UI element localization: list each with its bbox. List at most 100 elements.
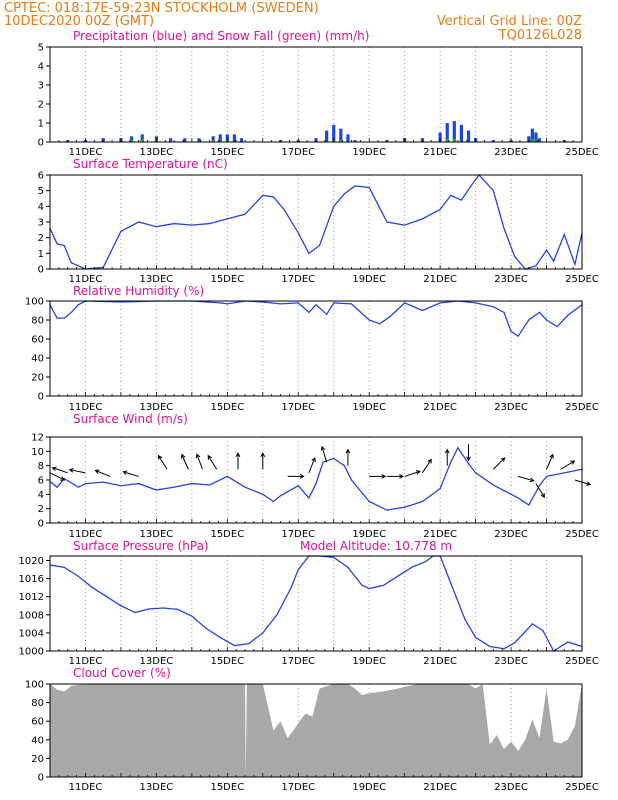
pressure-point [396,575,399,577]
pressure-xtick-label: 17DEC [281,656,315,667]
temperature-point [226,218,228,220]
wind-arrow-shaft [69,469,86,474]
temperature-panel: 0 1 2 3 4 5 6 11DEC 13DEC 15DEC 17DEC 19DEC 21DEC 23D… [38,157,599,285]
pressure-ytick-label: 1000 [19,647,44,658]
wind-point [343,465,345,467]
humidity-point [492,306,494,308]
precipitation-bar [168,138,173,142]
pressure-ytick-label: 1012 [19,592,44,603]
wind-arrow-head [466,456,471,462]
precipitation-ytick-label: 1 [38,119,44,130]
precipitation-bar [527,136,531,142]
temperature-xtick-label: 17DEC [281,274,315,285]
temperature-xtick-label: 13DEC [140,274,174,285]
wind-arrow [260,452,266,470]
precipitation-bar [239,138,244,142]
wind-arrow [195,453,203,470]
temperature-xtick-label: 15DEC [210,274,244,285]
wind-point [333,457,335,460]
wind-arrow-head [529,477,535,483]
precipitation-bar [459,124,464,142]
humidity-point [379,323,381,325]
wind-arrow-shaft [560,460,575,470]
humidity-point [538,311,541,313]
wind-point [155,489,157,491]
wind-arrow-head [235,452,241,457]
precipitation-bar [232,134,237,142]
precipitation-ytick-label: 0 [38,138,44,149]
wind-point [322,461,324,463]
wind-ytick-label: 6 [38,476,44,487]
wind-arrow-head [122,470,128,476]
pressure-point [177,608,179,610]
temperature-point [450,194,452,196]
temperature-point [333,205,335,207]
wind-arrow-shaft [535,483,545,498]
wind-point [404,506,406,508]
cloud-cover-ytick-label: 20 [31,754,44,765]
temperature-point [63,244,65,247]
precipitation-xtick-label: 17DEC [281,147,315,158]
wind-point [191,482,193,485]
pressure-point [503,648,505,650]
snowfall-bar [530,139,535,142]
humidity-xtick-label: 23DEC [494,402,528,413]
pressure-point [297,568,299,571]
wind-point [56,486,58,488]
pressure-point [464,618,466,620]
temperature-point [209,222,211,225]
wind-point [173,486,175,488]
pressure-ytick-label: 1004 [19,628,44,639]
pressure-point [475,636,477,639]
humidity-point [567,314,569,316]
pressure-point [524,630,526,633]
temperature-line [49,173,583,270]
wind-arrow-shaft [95,470,111,477]
precipitation-bar [353,140,357,142]
wind-arrow [122,470,139,477]
temperature-xtick-label: 19DEC [352,274,386,285]
temperature-xtick-label: 25DEC [565,274,599,285]
temperature-ytick-label: 0 [38,265,44,276]
temperature-xtick-label: 21DEC [423,274,457,285]
pressure-point [191,615,193,617]
snowfall-bar [211,140,215,142]
humidity-title: Relative Humidity (%) [73,284,204,298]
humidity-point [63,317,65,319]
wind-point [421,500,423,503]
temperature-point [439,208,441,211]
wind-point [563,472,565,474]
pressure-point [148,608,150,610]
pressure-point [382,584,384,587]
precipitation-bar [129,136,134,142]
temperature-point [56,243,58,245]
precipitation-bar [218,134,222,142]
temperature-point [563,233,565,236]
wind-point [297,485,299,487]
wind-arrow-head [68,468,74,473]
precipitation-title: Precipitation (blue) and Snow Fall (gree… [73,29,369,43]
wind-arrow-shaft [321,446,328,463]
wind-point [492,484,494,486]
pressure-title: Surface Pressure (hPa) [73,539,209,553]
wind-arrow-head [195,453,201,459]
snowfall-bar [445,139,450,142]
temperature-xtick-label: 11DEC [69,274,103,285]
pressure-xtick-label: 13DEC [140,656,174,667]
pressure-xtick-label: 11DEC [69,656,103,667]
humidity-point [315,304,317,306]
wind-ytick-label: 2 [38,504,44,515]
precipitation-bar [332,124,336,142]
wind-point [386,509,388,511]
pressure-xtick-label: 21DEC [423,656,457,667]
cloud-cover-xtick-label: 11DEC [69,782,103,793]
humidity-ytick-label: 60 [31,335,44,346]
snowfall-bar [339,140,343,142]
pressure-point [489,645,491,648]
wind-point [517,497,519,499]
humidity-point [279,303,282,305]
humidity-point [120,301,122,303]
wind-arrow-head [586,481,592,486]
humidity-point [333,302,335,304]
humidity-point [421,309,423,312]
